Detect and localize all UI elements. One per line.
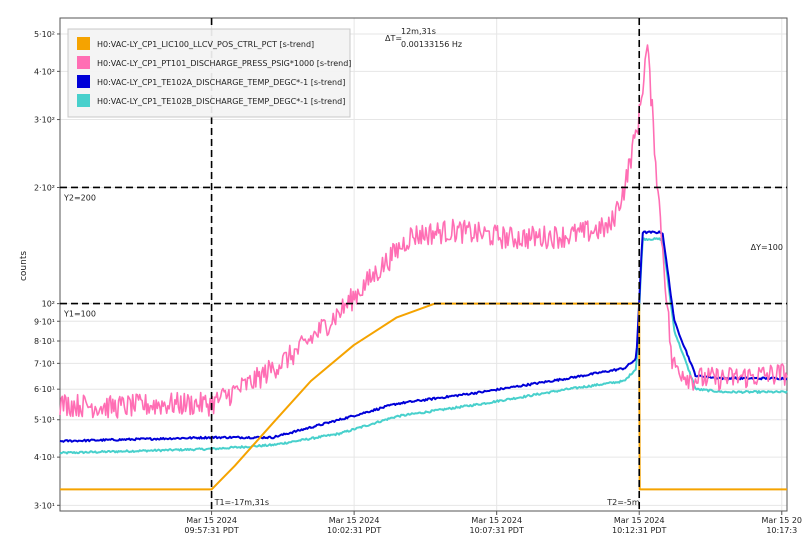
y-axis: 3·10¹ 4·10¹ 5·10¹ 6·10¹ 7·10¹ 8·10¹ 9·10¹ 10² 2·… [34, 30, 60, 510]
cursor-horizontal-label: Y1=100 [63, 310, 96, 319]
x-tick-time: 10:17:3 [766, 526, 797, 535]
cursor-vertical-label: T2=-5m [606, 498, 640, 507]
plot-frame [59, 17, 788, 512]
delta-y-label: ΔY=100 [751, 243, 783, 252]
series-line-1 [59, 44, 788, 419]
x-tick-date: Mar 15 2024 [471, 516, 522, 525]
x-tick-date: Mar 15 2024 [186, 516, 237, 525]
y-tick-label: 3·10² [34, 116, 55, 125]
legend-swatch-1 [77, 56, 90, 69]
legend: H0:VAC-LY_CP1_LIC100_LLCV_POS_CTRL_PCT [… [67, 28, 351, 118]
legend-entry-1: H0:VAC-LY_CP1_PT101_DISCHARGE_PRESS_PSIG… [97, 59, 351, 68]
y-tick-label: 10² [42, 300, 55, 309]
series-line-3 [59, 237, 788, 455]
cursor-vertical-label: T1=-17m,31s [214, 498, 269, 507]
legend-swatch-0 [77, 37, 90, 50]
y-tick-label: 4·10² [34, 67, 55, 76]
y-tick-label: 4·10¹ [34, 453, 55, 462]
y-tick-label: 6·10¹ [34, 385, 55, 394]
x-tick-date: Mar 15 2024 [329, 516, 380, 525]
delta-t-label: ΔT= [385, 34, 402, 43]
series-lines [59, 44, 788, 491]
x-tick-time: 10:02:31 PDT [327, 526, 381, 535]
y-axis-label: counts [19, 251, 29, 281]
series-line-2 [59, 230, 788, 443]
x-tick-time: 09:57:31 PDT [184, 526, 238, 535]
y-tick-label: 2·10² [34, 183, 55, 192]
cursor-horizontal-label: Y2=200 [63, 193, 96, 202]
y-tick-label: 9·10¹ [34, 317, 55, 326]
y-tick-label: 5·10² [34, 30, 55, 39]
legend-entry-3: H0:VAC-LY_CP1_TE102B_DISCHARGE_TEMP_DEGC… [97, 97, 345, 106]
delta-t-frequency: 0.00133156 Hz [401, 40, 462, 49]
x-tick-time: 10:07:31 PDT [470, 526, 524, 535]
legend-entry-2: H0:VAC-LY_CP1_TE102A_DISCHARGE_TEMP_DEGC… [97, 78, 345, 87]
legend-swatch-3 [77, 94, 90, 107]
legend-entry-0: H0:VAC-LY_CP1_LIC100_LLCV_POS_CTRL_PCT [… [97, 40, 314, 49]
x-tick-time: 10:12:31 PDT [612, 526, 666, 535]
x-tick-date: Mar 15 20 [761, 516, 802, 525]
y-tick-label: 8·10¹ [34, 337, 55, 346]
legend-swatch-2 [77, 75, 90, 88]
delta-t-value: 12m,31s [401, 27, 436, 36]
legend-box [67, 28, 351, 118]
cursors: Y2=200 Y1=100 T1=-17m,31s T2=-5m ΔT=12m,31s 0… [60, 18, 787, 511]
y-tick-label: 3·10¹ [34, 501, 55, 510]
y-tick-label: 7·10¹ [34, 359, 55, 368]
x-tick-date: Mar 15 2024 [614, 516, 665, 525]
y-tick-label: 5·10¹ [34, 416, 55, 425]
